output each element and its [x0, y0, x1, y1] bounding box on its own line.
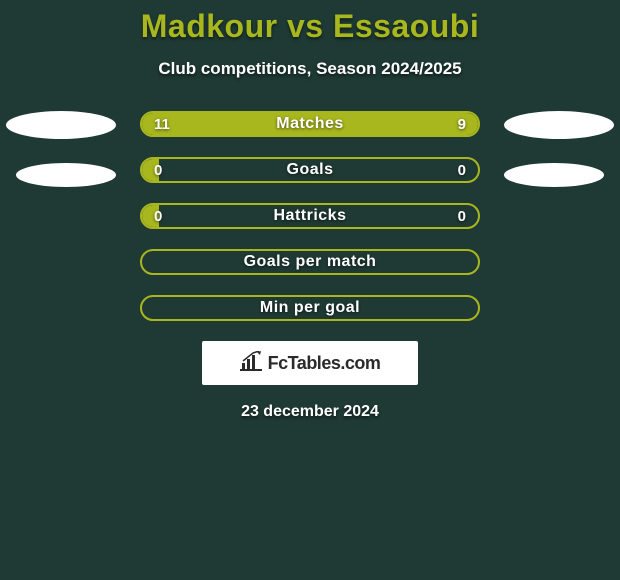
brand-label: FcTables.com [268, 353, 381, 374]
stat-value-left: 0 [154, 162, 162, 179]
stat-value-right: 9 [458, 116, 466, 133]
stat-label: Min per goal [260, 299, 360, 317]
stat-value-left: 11 [154, 116, 170, 133]
date-label: 23 december 2024 [0, 403, 620, 421]
player-right-badge-1 [504, 111, 614, 139]
stat-value-right: 0 [458, 162, 466, 179]
stat-value-right: 0 [458, 208, 466, 225]
stat-label: Matches [276, 115, 344, 133]
stat-row-goals-per-match: Goals per match [140, 249, 480, 275]
stat-value-left: 0 [154, 208, 162, 225]
stat-row-goals: 0 Goals 0 [140, 157, 480, 183]
player-right-badge-2 [504, 163, 604, 187]
page-title: Madkour vs Essaoubi [0, 8, 620, 45]
chart-icon [240, 351, 262, 376]
subtitle: Club competitions, Season 2024/2025 [0, 59, 620, 79]
stat-label: Goals [287, 161, 334, 179]
stat-row-min-per-goal: Min per goal [140, 295, 480, 321]
stats-area: 11 Matches 9 0 Goals 0 0 Hattricks 0 Goa… [0, 111, 620, 321]
comparison-card: Madkour vs Essaoubi Club competitions, S… [0, 0, 620, 421]
stat-row-hattricks: 0 Hattricks 0 [140, 203, 480, 229]
player-left-badge-2 [16, 163, 116, 187]
stat-label: Hattricks [274, 207, 347, 225]
player-left-badge-1 [6, 111, 116, 139]
brand-badge[interactable]: FcTables.com [202, 341, 418, 385]
stat-label: Goals per match [244, 253, 377, 271]
stat-row-matches: 11 Matches 9 [140, 111, 480, 137]
